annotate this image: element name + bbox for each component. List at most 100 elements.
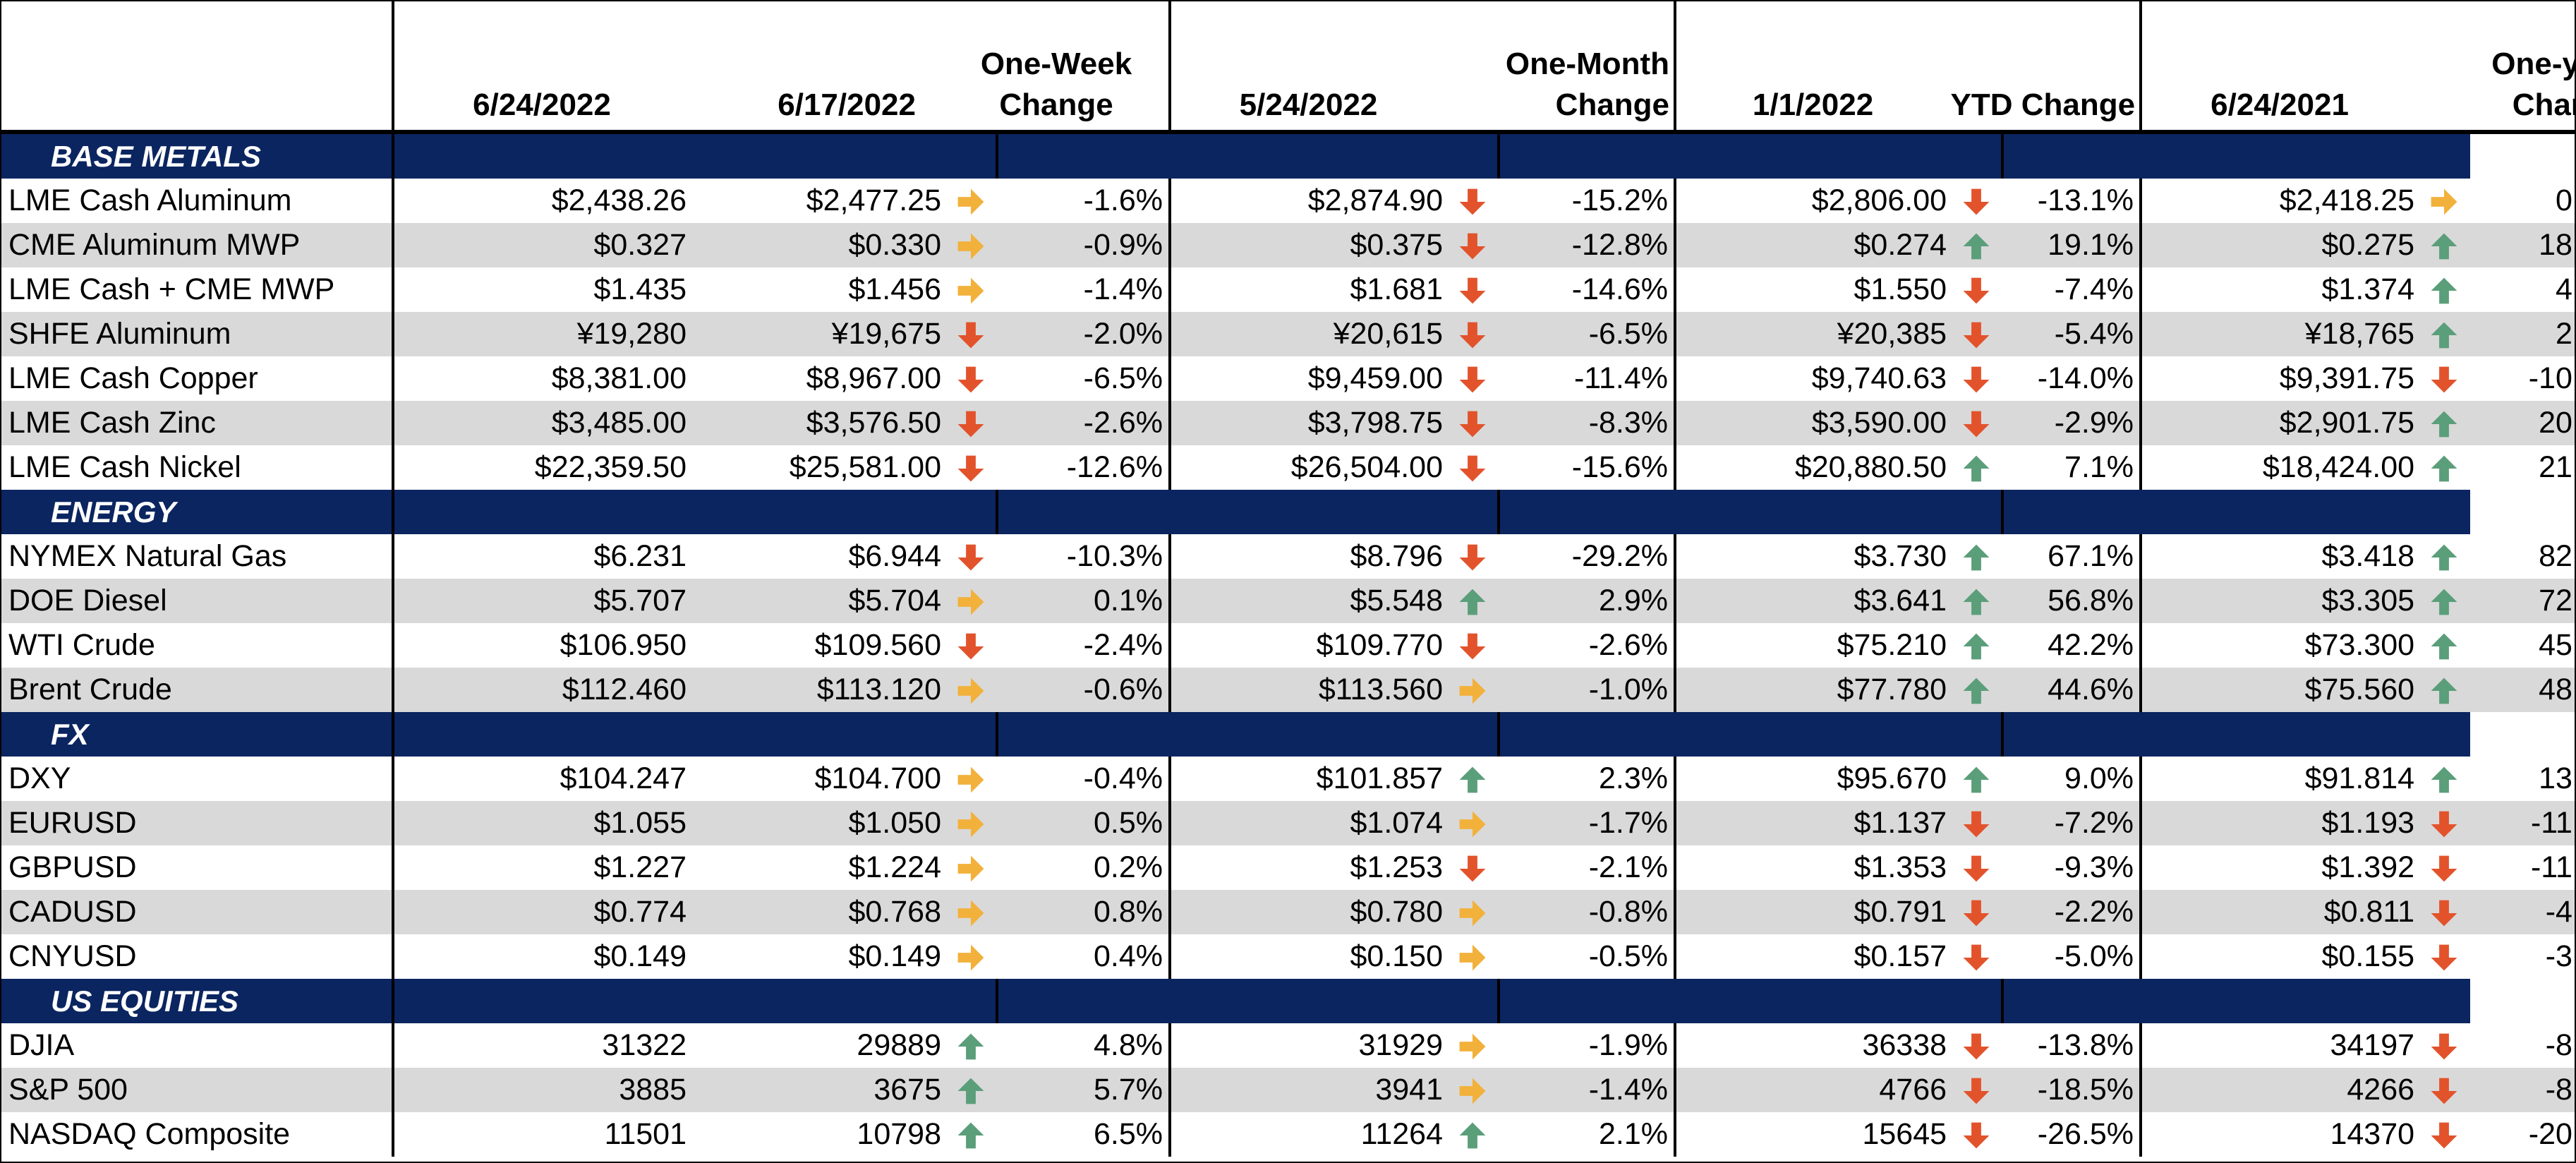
table-row: CNYUSD $0.149 $0.149 0.4% $0.150 -0.5% $0.157 -… (1, 934, 2576, 979)
row-label: LME Cash Copper (1, 356, 394, 401)
arrow-up-icon (2431, 544, 2457, 571)
arrow-up-icon (1963, 544, 1989, 571)
month-change: -1.9% (1499, 1023, 1677, 1068)
value-current: 31322 (602, 1028, 687, 1062)
value-prior-month: ¥20,615 (1170, 312, 1446, 356)
ytd-change: 44.6% (2002, 668, 2143, 712)
week-trend-cell (944, 668, 997, 712)
row-label: LME Cash Aluminum (1, 179, 394, 223)
header-one-month-change: One-Month Change (1446, 1, 1677, 134)
value-ytd-start: $1.353 (1854, 850, 1947, 884)
ytd-change: -9.3% (2002, 845, 2143, 890)
value-current: $2,438.26 (551, 183, 687, 217)
ytd-trend-cell (1949, 934, 2002, 979)
arrow-down-icon (2431, 1078, 2457, 1104)
ytd-change: -14.0% (2002, 356, 2143, 401)
value-current: $6.231 (593, 539, 687, 573)
value-ytd-start: $20,880.50 (1794, 450, 1947, 484)
arrow-down-icon (1963, 277, 1989, 304)
value-prior-month: $1.253 (1350, 850, 1444, 884)
arrow-down-icon (1963, 811, 1989, 838)
arrow-up-icon (1963, 633, 1989, 660)
row-label: DXY (1, 757, 394, 801)
table-row: SHFE Aluminum ¥19,280 ¥19,675 -2.0% ¥20,615 -… (1, 312, 2576, 356)
value-prior-week: $6.944 (848, 539, 941, 573)
arrow-up-icon (957, 1122, 984, 1149)
year-trend-cell (2417, 623, 2470, 668)
arrow-down-icon (2431, 811, 2457, 838)
row-label: SHFE Aluminum (1, 312, 394, 356)
row-label: LME Cash Nickel (1, 445, 394, 490)
section-title: US EQUITIES (1, 979, 394, 1023)
week-trend-cell (944, 179, 997, 223)
arrow-up-icon (1459, 1122, 1485, 1149)
week-change: 0.4% (997, 934, 1172, 979)
value-prior-week: $8,967.00 (806, 361, 941, 395)
value-current: ¥19,280 (393, 312, 689, 356)
section-band-cell (1675, 979, 2004, 1023)
arrow-up-icon (2431, 633, 2457, 660)
ytd-trend-cell (1949, 668, 2003, 712)
ytd-trend-cell (1949, 223, 2003, 267)
row-label: CNYUSD (1, 934, 394, 979)
year-change: -3.3% (2545, 939, 2576, 973)
section-band-cell (393, 132, 689, 179)
week-change: -0.9% (997, 223, 1172, 267)
value-prior-month: 31929 (1358, 1028, 1444, 1062)
value-ytd-start: $77.780 (1675, 668, 1950, 712)
week-change: -10.3% (997, 534, 1172, 579)
table-row: NYMEX Natural Gas $6.231 $6.944 -10.3% $8.79… (1, 534, 2576, 579)
value-current: $0.774 (393, 890, 689, 934)
ytd-trend-cell (1949, 623, 2002, 668)
year-change: 13.5% (2539, 761, 2576, 795)
value-current: $106.950 (560, 628, 687, 662)
arrow-down-icon (2431, 944, 2457, 971)
arrow-down-icon (2431, 1033, 2457, 1060)
month-trend-cell (1446, 845, 1499, 890)
header-blank (1, 1, 394, 134)
section-header-row: BASE METALS (1, 132, 2576, 179)
arrow-up-icon (2431, 677, 2457, 704)
table-row: WTI Crude $106.950 $109.560 -2.4% $109.770 -2… (1, 623, 2576, 668)
week-change: -2.6% (997, 401, 1172, 445)
section-band-cell (997, 979, 1171, 1023)
month-trend-cell (1446, 890, 1499, 934)
arrow-up-icon (2431, 233, 2457, 260)
year-change: 20.1% (2470, 401, 2576, 445)
row-label: DOE Diesel (1, 579, 394, 623)
ytd-trend-cell (1949, 757, 2002, 801)
value-prior-week: $2,477.25 (806, 183, 941, 217)
week-change: -1.4% (997, 267, 1172, 312)
value-prior-month: $1.681 (1350, 272, 1444, 306)
section-band-cell (1499, 979, 1676, 1023)
month-trend-cell (1446, 1112, 1499, 1157)
row-label: S&P 500 (1, 1068, 394, 1112)
ytd-change: 67.1% (2002, 534, 2143, 579)
year-trend-cell (2417, 356, 2470, 401)
value-prior-year: $18,424.00 (2262, 450, 2415, 484)
section-band-cell (1170, 490, 1501, 534)
week-trend-cell (944, 1023, 997, 1068)
arrow-down-icon (957, 544, 984, 571)
value-current: $1.227 (593, 850, 687, 884)
month-change: 2.1% (1499, 1112, 1677, 1157)
arrow-up-icon (957, 1033, 984, 1060)
arrow-down-icon (957, 411, 984, 438)
year-change: 18.9% (2470, 223, 2576, 267)
arrow-down-icon (957, 322, 984, 349)
section-title: FX (1, 712, 394, 757)
value-prior-week: $5.704 (689, 579, 944, 623)
year-change: -4.6% (2470, 890, 2576, 934)
row-label: LME Cash Zinc (1, 401, 394, 445)
arrow-up-icon (1459, 589, 1485, 615)
year-trend-cell (2417, 801, 2471, 845)
ytd-trend-cell (1949, 1068, 2003, 1112)
month-change: -1.4% (1499, 1068, 1677, 1112)
arrow-right-icon (2431, 188, 2457, 215)
week-change: 6.5% (997, 1112, 1172, 1157)
month-change: -1.0% (1499, 668, 1677, 712)
value-prior-month: 11264 (1360, 1117, 1444, 1151)
month-change: -12.8% (1499, 223, 1677, 267)
value-prior-month: $0.780 (1170, 890, 1446, 934)
